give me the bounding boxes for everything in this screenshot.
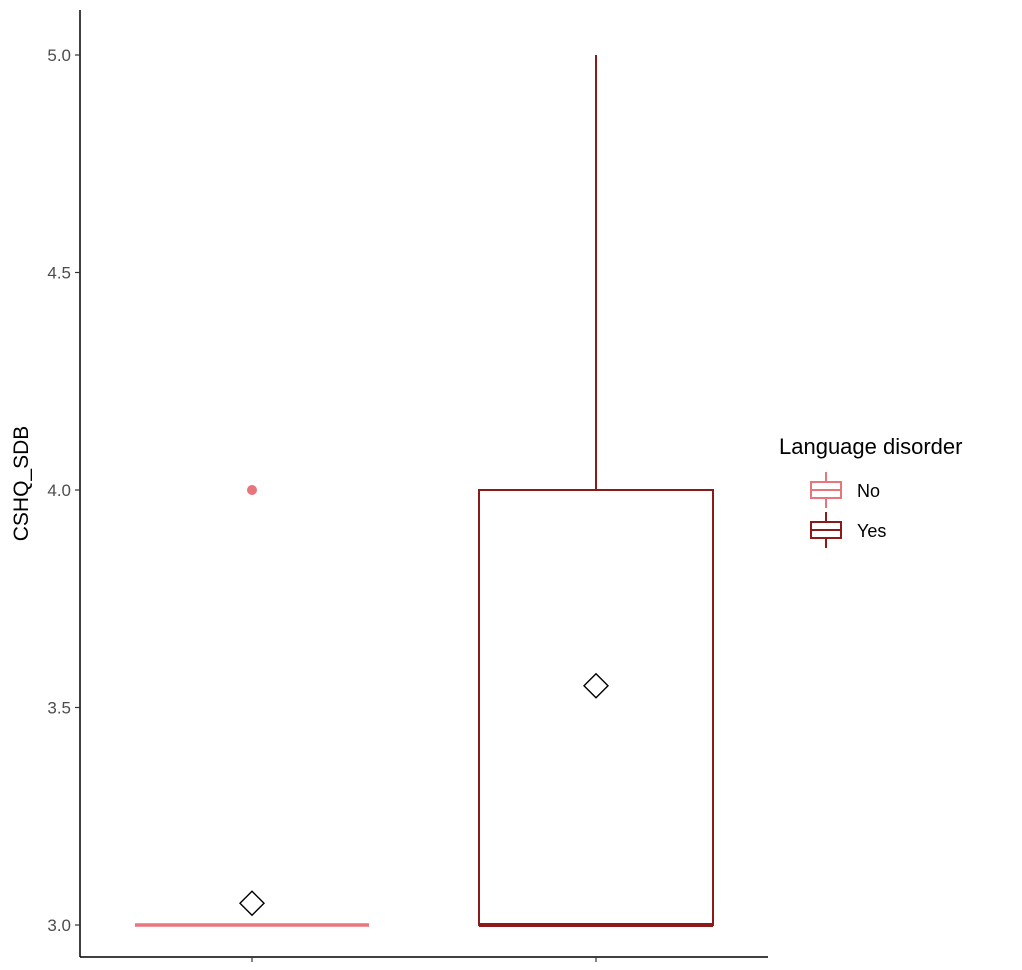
box-yes <box>478 55 714 927</box>
y-axis-title: CSHQ_SDB <box>10 426 33 542</box>
box-no <box>135 485 369 927</box>
legend-label: Yes <box>857 521 886 541</box>
y-tick-label: 5.0 <box>47 46 71 65</box>
axes: 3.0 3.5 4.0 4.5 5.0 CSHQ_SDB <box>10 10 768 962</box>
legend-title: Language disorder <box>779 434 962 459</box>
outlier-point <box>247 485 257 495</box>
y-tick-label: 4.5 <box>47 264 71 283</box>
y-tick-label: 3.0 <box>47 916 71 935</box>
legend: Language disorder No Yes <box>779 434 962 548</box>
legend-key-no <box>810 472 842 508</box>
legend-key-yes <box>810 512 842 548</box>
legend-label: No <box>857 481 880 501</box>
mean-marker <box>583 672 609 699</box>
y-tick-label: 3.5 <box>47 699 71 718</box>
boxes <box>135 55 714 927</box>
box-body <box>478 489 714 926</box>
y-tick-label: 4.0 <box>47 481 71 500</box>
mean-marker <box>239 890 265 917</box>
